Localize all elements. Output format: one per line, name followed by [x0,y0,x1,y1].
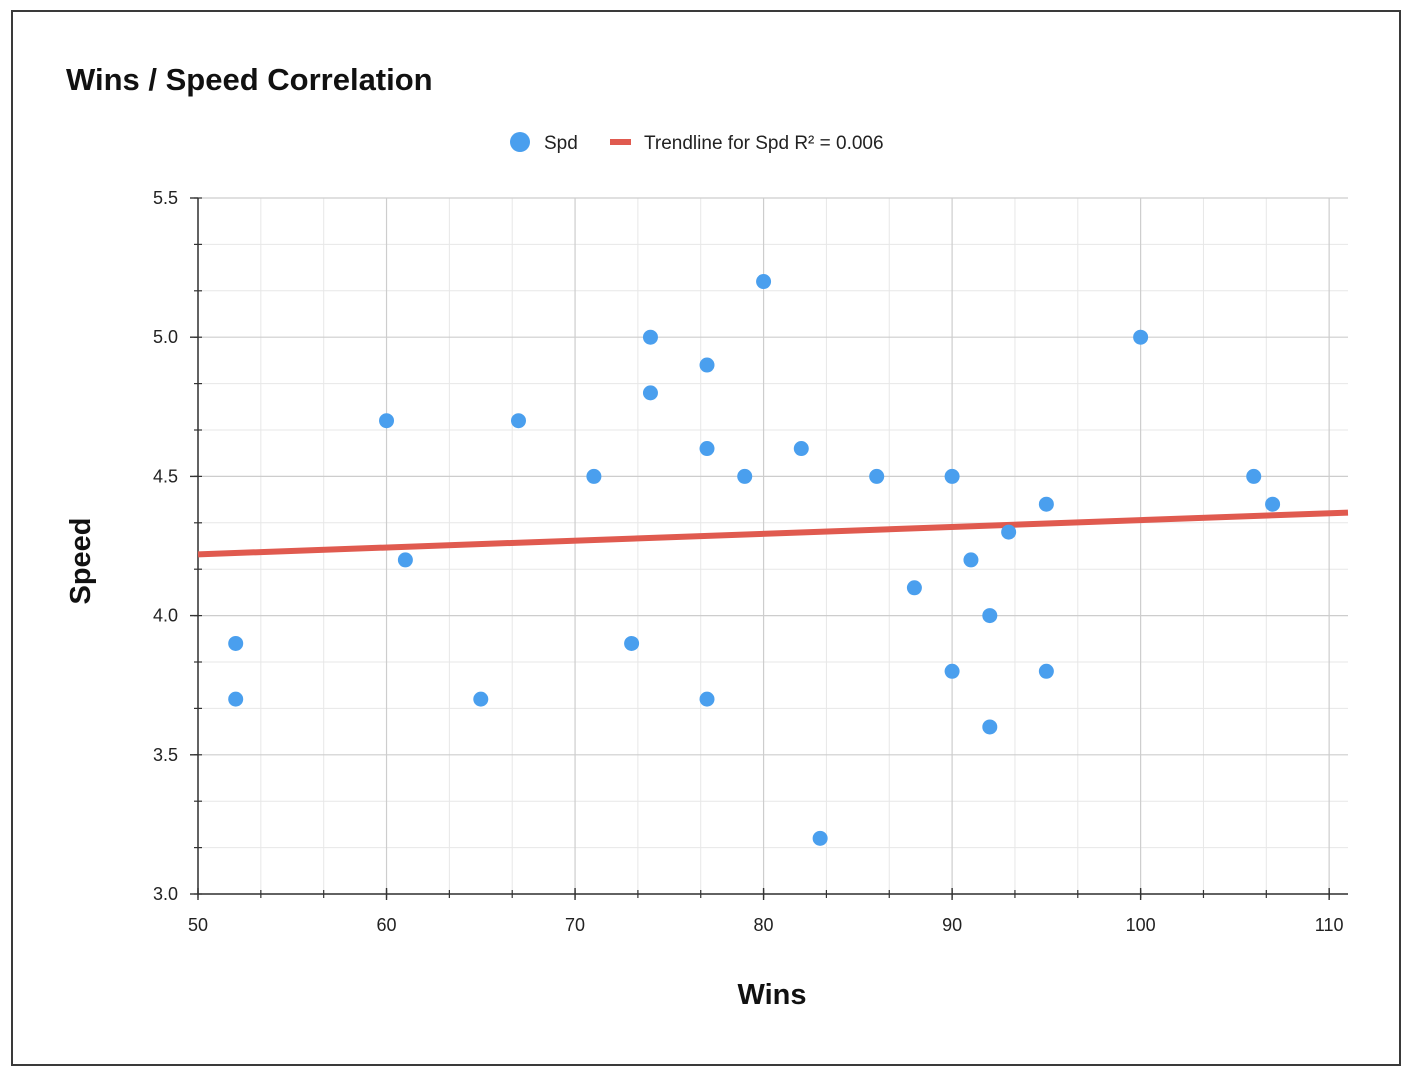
data-point [812,830,828,846]
data-point [793,441,809,457]
data-point [397,552,413,568]
legend: Spd Trendline for Spd R² = 0.006 [510,132,884,154]
x-tick-label: 70 [565,915,585,935]
data-point [1038,663,1054,679]
data-point [982,719,998,735]
data-point [642,385,658,401]
data-point [699,357,715,373]
data-point [642,329,658,345]
data-point [510,413,526,429]
data-point [1038,496,1054,512]
data-point [944,663,960,679]
x-axis-title: Wins [737,979,806,1011]
legend-marker-spd [510,132,530,152]
y-tick-label: 5.5 [153,188,178,208]
data-point [944,468,960,484]
y-tick-label: 3.5 [153,745,178,765]
x-tick-label: 50 [188,915,208,935]
x-tick-label: 60 [377,915,397,935]
data-point [586,468,602,484]
trendline-layer [197,509,1349,558]
x-tick-label: 110 [1315,915,1344,935]
data-point [906,580,922,596]
y-tick-label: 5.0 [153,327,178,347]
points-layer [228,274,1281,846]
trendline [197,509,1349,558]
legend-label-trendline: Trendline for Spd R² = 0.006 [644,133,884,154]
data-point [869,468,885,484]
chart-title: Wins / Speed Correlation [66,62,433,97]
data-point [624,635,640,651]
data-point [473,691,489,707]
data-point [1133,329,1149,345]
data-point [982,608,998,624]
data-point [699,691,715,707]
y-tick-label: 4.0 [153,606,178,626]
y-tick-label: 3.0 [153,884,178,904]
legend-marker-trendline [610,139,631,145]
axes: 50 60 70 80 90 100 110 3.0 3.5 4.0 4.5 5.0 5.5 [153,188,1348,935]
data-point [756,274,772,290]
data-point [963,552,979,568]
data-point [228,635,244,651]
data-point [1265,496,1281,512]
grid [197,197,1348,895]
data-point [699,441,715,457]
x-tick-label: 100 [1126,915,1156,935]
x-tick-label: 80 [754,915,774,935]
x-tick-label: 90 [942,915,962,935]
data-point [1001,524,1017,540]
data-point [379,413,395,429]
legend-label-spd: Spd [544,133,578,154]
data-point [1246,468,1262,484]
data-point [228,691,244,707]
y-tick-label: 4.5 [153,466,178,486]
data-point [737,468,753,484]
y-axis-title: Speed [65,517,97,604]
